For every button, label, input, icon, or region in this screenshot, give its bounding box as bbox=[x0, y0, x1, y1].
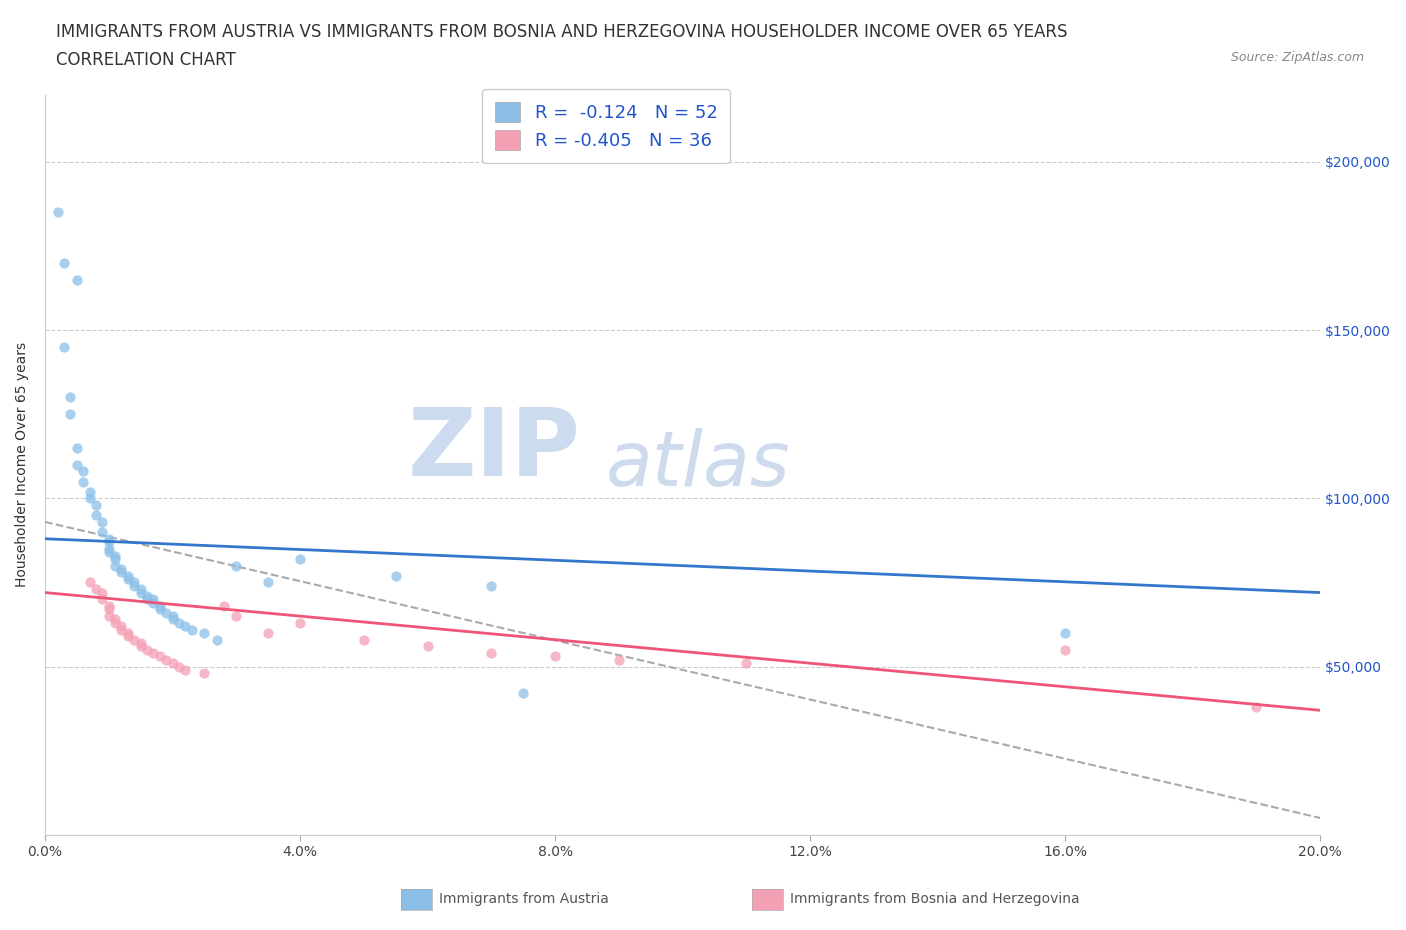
Point bbox=[110, 565, 132, 579]
Point bbox=[607, 653, 630, 668]
Point bbox=[155, 605, 177, 620]
Point bbox=[53, 339, 76, 354]
Point bbox=[136, 591, 159, 606]
Point bbox=[479, 578, 502, 593]
Point bbox=[129, 635, 152, 650]
Point bbox=[257, 575, 280, 590]
Point bbox=[129, 639, 152, 654]
Y-axis label: Householder Income Over 65 years: Householder Income Over 65 years bbox=[15, 342, 30, 588]
Point bbox=[225, 558, 247, 573]
Point bbox=[136, 589, 159, 604]
Point bbox=[1246, 699, 1268, 714]
Point bbox=[97, 541, 120, 556]
Point bbox=[97, 535, 120, 550]
Point bbox=[66, 272, 89, 287]
Point bbox=[162, 608, 184, 623]
Point bbox=[136, 643, 159, 658]
Point bbox=[142, 595, 165, 610]
Point bbox=[104, 551, 127, 566]
Point bbox=[384, 568, 406, 583]
Point bbox=[91, 591, 114, 606]
Point bbox=[155, 653, 177, 668]
Point bbox=[205, 632, 228, 647]
Point bbox=[162, 656, 184, 671]
Point bbox=[66, 458, 89, 472]
Point bbox=[59, 390, 82, 405]
Text: IMMIGRANTS FROM AUSTRIA VS IMMIGRANTS FROM BOSNIA AND HERZEGOVINA HOUSEHOLDER IN: IMMIGRANTS FROM AUSTRIA VS IMMIGRANTS FR… bbox=[56, 23, 1067, 41]
Point bbox=[129, 582, 152, 597]
Point bbox=[180, 622, 202, 637]
Point bbox=[66, 441, 89, 456]
Point bbox=[91, 514, 114, 529]
Point bbox=[288, 616, 311, 631]
Point bbox=[544, 649, 567, 664]
Point bbox=[97, 608, 120, 623]
Point bbox=[174, 618, 197, 633]
Text: Immigrants from Bosnia and Herzegovina: Immigrants from Bosnia and Herzegovina bbox=[790, 892, 1080, 907]
Point bbox=[257, 626, 280, 641]
Point bbox=[122, 575, 145, 590]
Point bbox=[142, 591, 165, 606]
Point bbox=[110, 618, 132, 633]
Point bbox=[104, 612, 127, 627]
Point bbox=[117, 626, 139, 641]
Point bbox=[79, 485, 101, 499]
Point bbox=[117, 572, 139, 587]
Point bbox=[72, 464, 94, 479]
Point bbox=[79, 575, 101, 590]
Point bbox=[193, 626, 215, 641]
Point bbox=[1054, 643, 1077, 658]
Point bbox=[162, 612, 184, 627]
Point bbox=[1054, 626, 1077, 641]
Point bbox=[117, 629, 139, 644]
Point bbox=[53, 256, 76, 271]
Point bbox=[416, 639, 439, 654]
Point bbox=[97, 545, 120, 560]
Point bbox=[110, 562, 132, 577]
Text: CORRELATION CHART: CORRELATION CHART bbox=[56, 51, 236, 69]
Point bbox=[149, 602, 172, 617]
Point bbox=[97, 599, 120, 614]
Text: atlas: atlas bbox=[606, 428, 790, 502]
Point bbox=[353, 632, 375, 647]
Text: Source: ZipAtlas.com: Source: ZipAtlas.com bbox=[1230, 51, 1364, 64]
Point bbox=[479, 645, 502, 660]
Point bbox=[512, 686, 534, 701]
Point bbox=[91, 525, 114, 539]
Point bbox=[149, 599, 172, 614]
Point bbox=[167, 616, 190, 631]
Point bbox=[72, 474, 94, 489]
Point bbox=[288, 551, 311, 566]
Point bbox=[104, 558, 127, 573]
Point bbox=[46, 205, 69, 219]
Point bbox=[149, 649, 172, 664]
Legend: R =  -0.124   N = 52, R = -0.405   N = 36: R = -0.124 N = 52, R = -0.405 N = 36 bbox=[482, 89, 730, 163]
Point bbox=[225, 608, 247, 623]
Point bbox=[117, 568, 139, 583]
Point bbox=[84, 498, 107, 512]
Point bbox=[193, 666, 215, 681]
Point bbox=[79, 491, 101, 506]
Point bbox=[142, 645, 165, 660]
Point bbox=[91, 585, 114, 600]
Point bbox=[167, 659, 190, 674]
Point bbox=[212, 599, 235, 614]
Text: ZIP: ZIP bbox=[408, 404, 581, 496]
Point bbox=[110, 622, 132, 637]
Point bbox=[104, 616, 127, 631]
Text: Immigrants from Austria: Immigrants from Austria bbox=[439, 892, 609, 907]
Point bbox=[104, 548, 127, 563]
Point bbox=[84, 508, 107, 523]
Point bbox=[735, 656, 758, 671]
Point bbox=[84, 582, 107, 597]
Point bbox=[122, 632, 145, 647]
Point bbox=[97, 531, 120, 546]
Point bbox=[129, 585, 152, 600]
Point bbox=[122, 578, 145, 593]
Point bbox=[97, 602, 120, 617]
Point bbox=[174, 662, 197, 677]
Point bbox=[59, 406, 82, 421]
